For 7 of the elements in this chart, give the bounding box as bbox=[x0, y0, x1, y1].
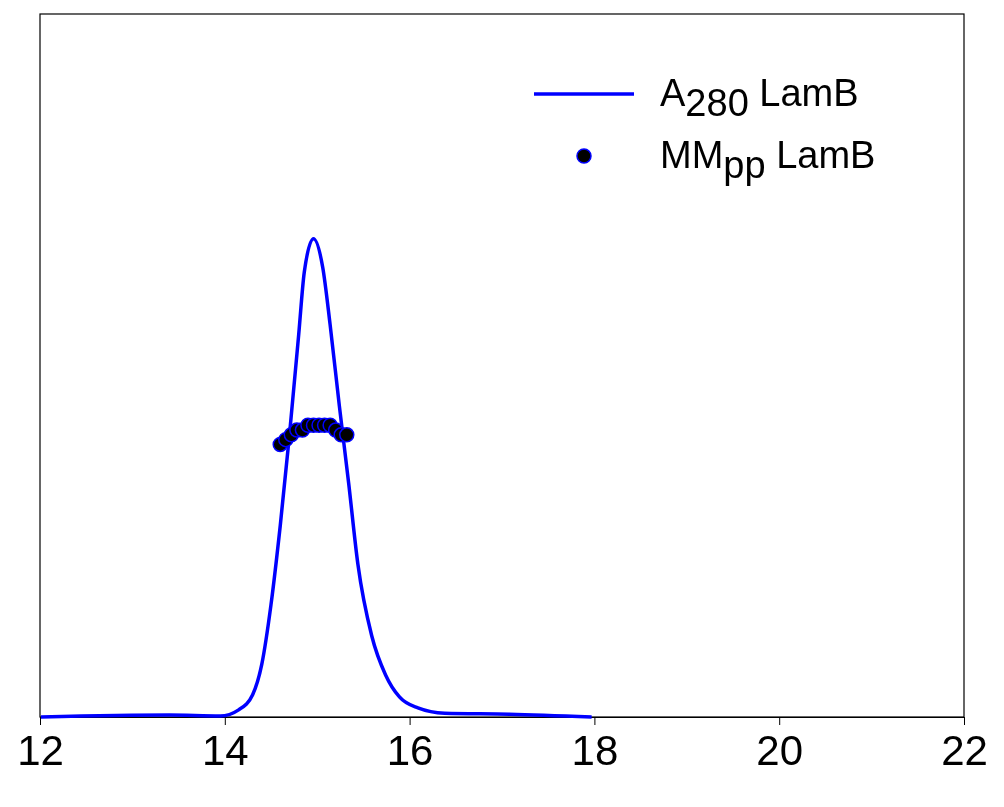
x-tick-label: 16 bbox=[386, 726, 434, 774]
point bbox=[339, 427, 355, 443]
x-tick-label: 20 bbox=[756, 726, 804, 774]
x-tick-label: 18 bbox=[571, 726, 619, 774]
x-tick-label: 22 bbox=[941, 726, 988, 774]
x-tick-label: 14 bbox=[201, 726, 249, 774]
x-tick-label: 12 bbox=[17, 726, 64, 774]
